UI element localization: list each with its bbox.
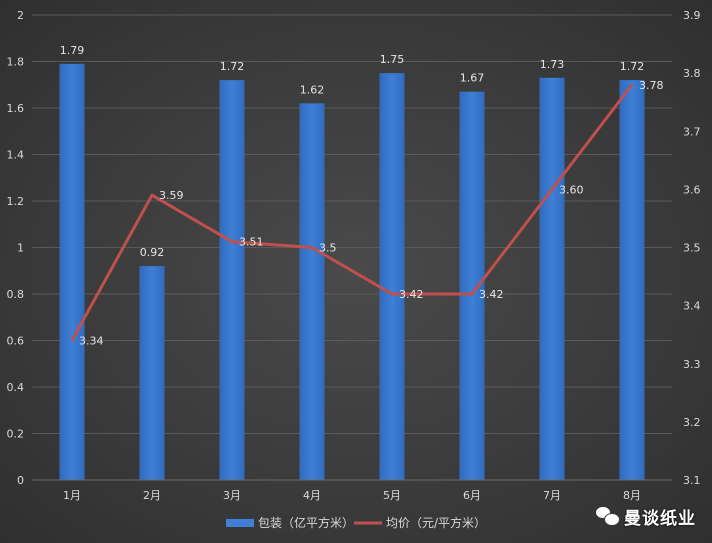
left-tick-label: 1 <box>17 242 24 255</box>
line-data-label: 3.34 <box>79 335 104 348</box>
right-tick-label: 3.5 <box>683 242 701 255</box>
x-tick-label: 2月 <box>143 489 161 502</box>
bar-series: 1.79 0.92 1.72 1.62 1.75 1.67 1.73 1.72 <box>59 44 645 481</box>
x-tick-label: 1月 <box>63 489 81 502</box>
bar-data-label: 1.62 <box>300 83 325 96</box>
right-y-axis: 3.1 3.2 3.3 3.4 3.5 3.6 3.7 3.8 3.9 <box>683 9 701 487</box>
bar <box>59 63 85 480</box>
left-tick-label: 0 <box>17 474 24 487</box>
x-tick-label: 8月 <box>623 489 641 502</box>
left-tick-label: 0.4 <box>7 381 25 394</box>
bar <box>459 91 485 480</box>
bar <box>379 73 405 480</box>
right-tick-label: 3.4 <box>683 300 701 313</box>
legend-label-bar: 包装（亿平方米） <box>258 515 354 530</box>
left-tick-label: 1.6 <box>7 102 25 115</box>
line-data-label: 3.60 <box>559 183 584 196</box>
line-data-label: 3.5 <box>319 242 337 255</box>
left-tick-label: 0.6 <box>7 335 25 348</box>
line-data-label: 3.51 <box>239 236 264 249</box>
bar-data-label: 1.73 <box>540 58 565 71</box>
bar-data-label: 1.67 <box>460 72 485 85</box>
line-data-label: 3.59 <box>159 189 184 202</box>
x-tick-label: 5月 <box>383 489 401 502</box>
line-data-label: 3.42 <box>399 288 424 301</box>
x-tick-label: 7月 <box>543 489 561 502</box>
bar-data-label: 1.79 <box>60 44 85 57</box>
x-tick-label: 3月 <box>223 489 241 502</box>
legend-swatch-bar <box>226 519 254 527</box>
right-tick-label: 3.9 <box>683 9 701 22</box>
left-tick-label: 1.4 <box>7 149 25 162</box>
bar <box>299 103 325 480</box>
right-tick-label: 3.7 <box>683 125 701 138</box>
line-series: 3.34 3.59 3.51 3.5 3.42 3.42 3.60 3.78 <box>70 79 664 348</box>
left-tick-label: 1.8 <box>7 56 25 69</box>
x-axis: 1月 2月 3月 4月 5月 6月 7月 8月 <box>32 479 672 502</box>
right-tick-label: 3.8 <box>683 67 701 80</box>
x-tick-label: 4月 <box>303 489 321 502</box>
bar <box>539 77 565 481</box>
bar-data-label: 1.72 <box>620 60 645 73</box>
legend: 包装（亿平方米） 均价（元/平方米） <box>226 515 486 530</box>
left-tick-label: 0.8 <box>7 288 25 301</box>
legend-label-line: 均价（元/平方米） <box>386 515 486 530</box>
gridlines <box>32 14 672 481</box>
left-tick-label: 0.2 <box>7 428 25 441</box>
left-tick-label: 2 <box>17 9 24 22</box>
watermark-text: 曼谈纸业 <box>624 508 696 529</box>
bar <box>219 80 245 480</box>
right-tick-label: 3.3 <box>683 358 701 371</box>
left-y-axis: 0 0.2 0.4 0.6 0.8 1 1.2 1.4 1.6 1.8 2 <box>7 9 25 487</box>
right-tick-label: 3.6 <box>683 183 701 196</box>
line-data-label: 3.42 <box>479 288 504 301</box>
line-data-label: 3.78 <box>639 79 664 92</box>
x-tick-label: 6月 <box>463 489 481 502</box>
bar-data-label: 1.72 <box>220 60 245 73</box>
bar <box>619 80 645 480</box>
right-tick-label: 3.2 <box>683 416 701 429</box>
left-tick-label: 1.2 <box>7 195 25 208</box>
bar-data-label: 0.92 <box>140 246 165 259</box>
right-tick-label: 3.1 <box>683 474 701 487</box>
wechat-icon <box>596 507 620 526</box>
watermark: 曼谈纸业 <box>596 496 708 536</box>
bar <box>139 266 165 480</box>
bar-data-label: 1.75 <box>380 53 405 66</box>
average-price-line <box>70 83 634 342</box>
